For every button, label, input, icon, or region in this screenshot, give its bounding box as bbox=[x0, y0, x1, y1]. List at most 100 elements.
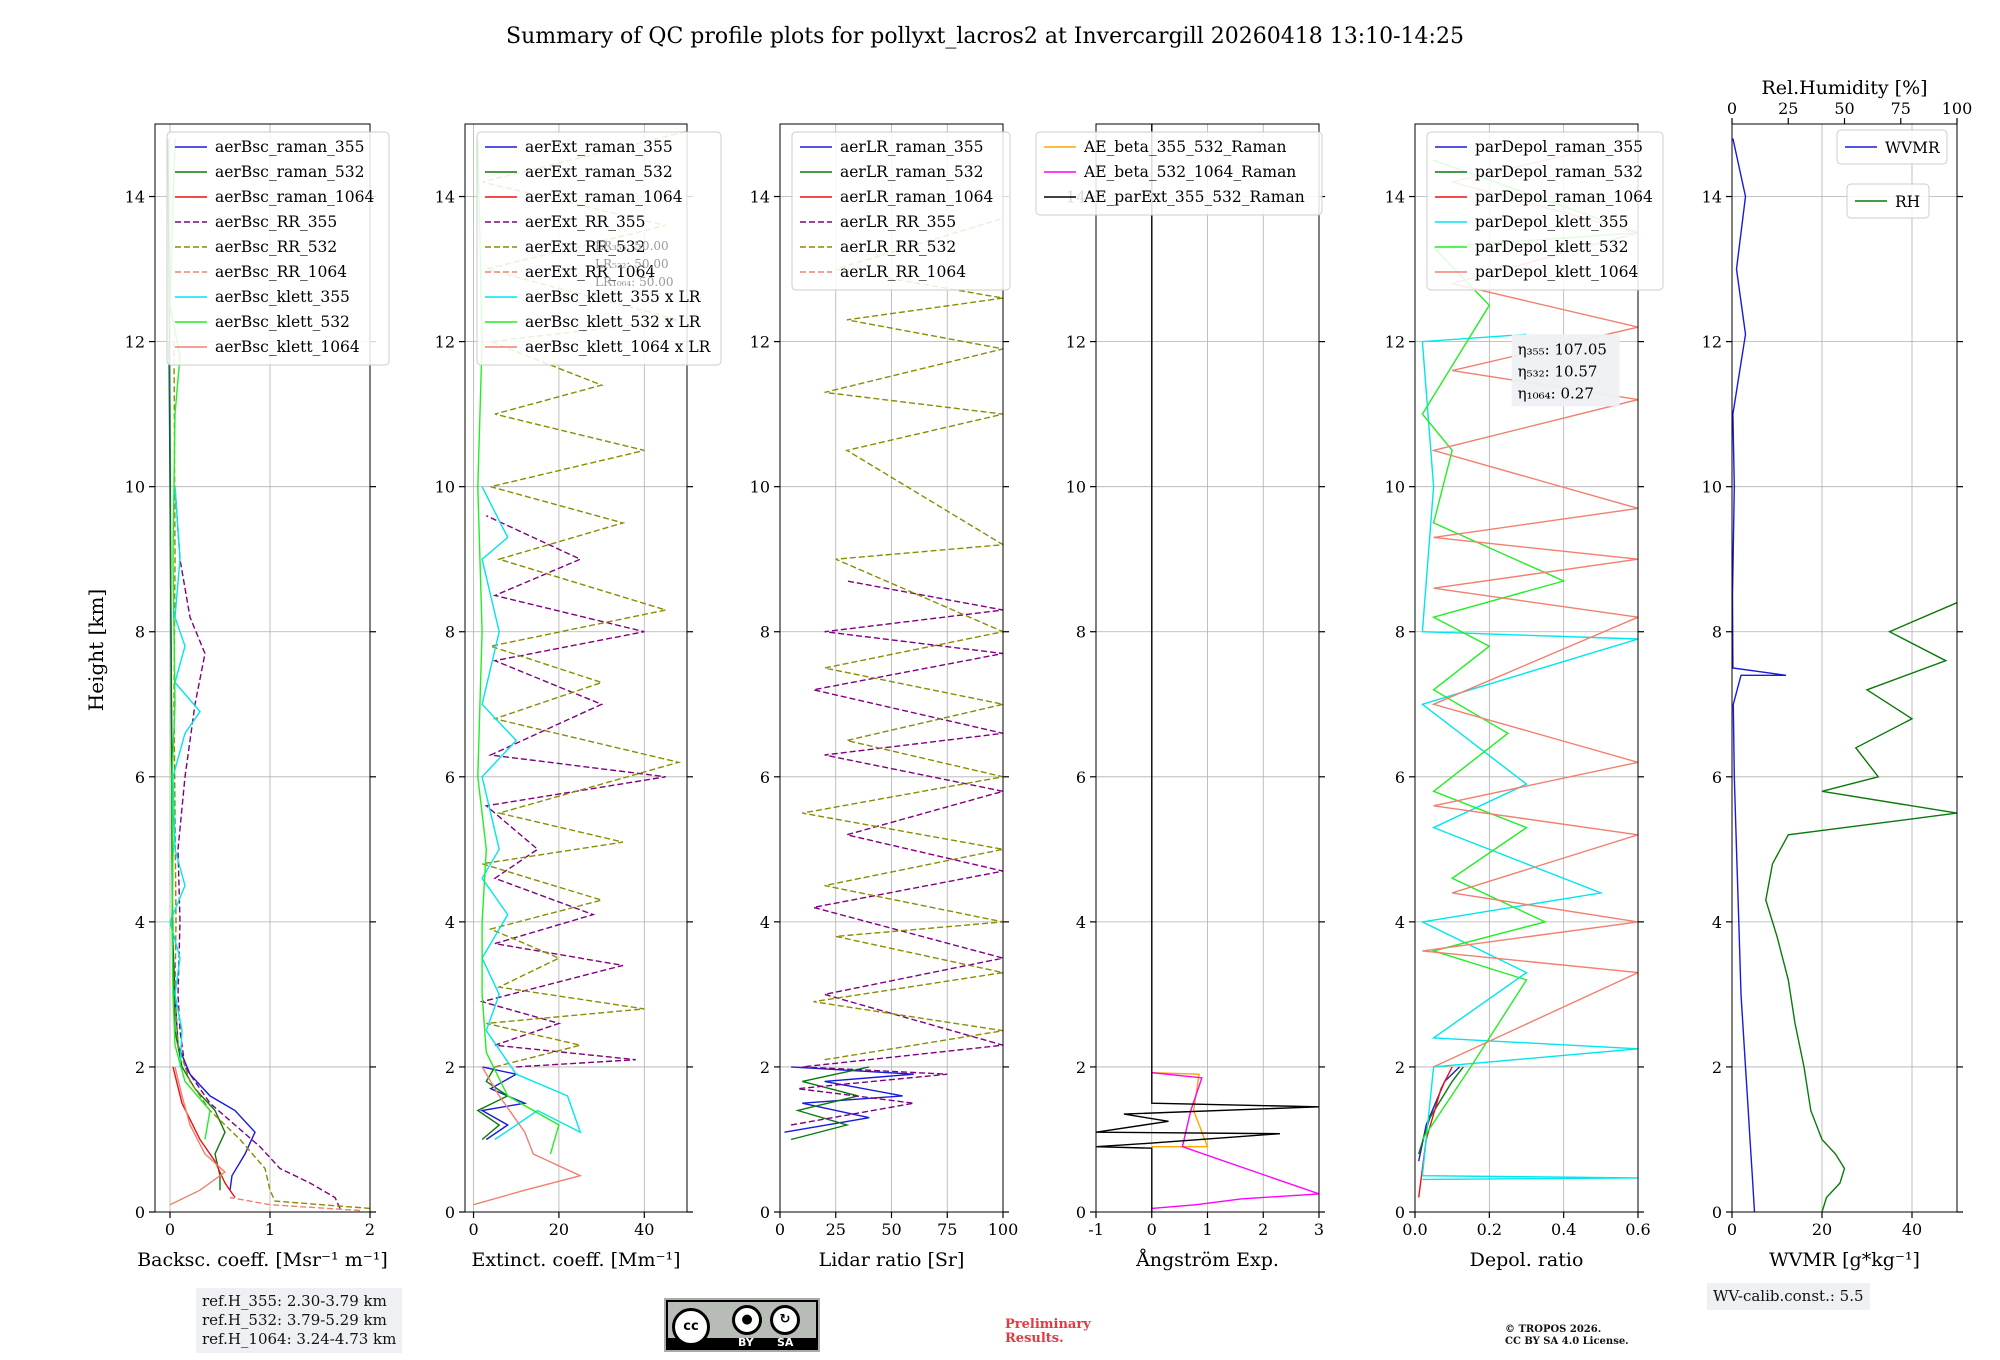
y-tick-label: 2 bbox=[1076, 1058, 1086, 1077]
legend-entry: aerLR_raman_355 bbox=[840, 138, 983, 156]
lidar-ratio-note: LR₅₃₂: 50.00 bbox=[595, 257, 669, 271]
y-tick-label: 6 bbox=[445, 768, 455, 787]
x-tick-label: -1 bbox=[1088, 1220, 1104, 1239]
series-group bbox=[784, 217, 1003, 1141]
series-line-rh bbox=[1765, 602, 1957, 1212]
series-group bbox=[167, 138, 370, 1212]
y-tick-label: 6 bbox=[1395, 768, 1405, 787]
legend-entry: parDepol_raman_1064 bbox=[1475, 188, 1653, 206]
legend-entry: aerExt_raman_1064 bbox=[525, 188, 683, 206]
x-tick-label: 50 bbox=[881, 1220, 901, 1239]
y-tick-label: 2 bbox=[1395, 1058, 1405, 1077]
y-tick-label: 8 bbox=[1076, 623, 1086, 642]
series-line-aerbsc-rr-1064 bbox=[229, 1196, 361, 1212]
y-tick-label: 6 bbox=[760, 768, 770, 787]
y-tick-label: 0 bbox=[445, 1203, 455, 1222]
legend-entry: aerBsc_klett_532 bbox=[215, 313, 350, 331]
wv-calibration-constant: WV-calib.const.: 5.5 bbox=[1713, 1287, 1864, 1305]
copyright-note: © TROPOS 2026. CC BY SA 4.0 License. bbox=[1505, 1324, 1629, 1348]
series-line-pardepol-klett-532 bbox=[1421, 159, 1638, 1140]
y-tick-label: 0 bbox=[760, 1203, 770, 1222]
y-tick-label: 4 bbox=[445, 913, 455, 932]
y-tick-label: 10 bbox=[750, 478, 770, 497]
legend-entry: parDepol_raman_532 bbox=[1475, 163, 1643, 181]
axes-frame bbox=[154, 123, 371, 1213]
y-tick-label: 8 bbox=[760, 623, 770, 642]
legend-entry: parDepol_klett_355 bbox=[1475, 213, 1628, 231]
x2-axis-label: Rel.Humidity [%] bbox=[1761, 77, 1927, 99]
x-tick-label: 1 bbox=[1202, 1220, 1212, 1239]
axes-frame bbox=[1731, 123, 1958, 1213]
wv-calibration-box: WV-calib.const.: 5.5 bbox=[1707, 1283, 1870, 1310]
y-tick-label: 2 bbox=[1712, 1058, 1722, 1077]
legend-entry: parDepol_klett_532 bbox=[1475, 238, 1628, 256]
x2-tick-label: 50 bbox=[1834, 99, 1854, 118]
legend-entry: aerLR_RR_532 bbox=[840, 238, 956, 256]
y-tick-label: 6 bbox=[1076, 768, 1086, 787]
x-tick-label: 100 bbox=[988, 1220, 1019, 1239]
eta-calibration-value: η₃₅₅: 107.05 bbox=[1518, 340, 1607, 358]
lidar-ratio-note: LR₁₀₆₄: 50.00 bbox=[595, 275, 673, 289]
reference-height-box: ref.H_355: 2.30-3.79 km ref.H_532: 3.79-… bbox=[196, 1288, 403, 1353]
x-axis-label: Backsc. coeff. [Msr⁻¹ m⁻¹] bbox=[137, 1249, 388, 1271]
legend-entry: RH bbox=[1895, 193, 1920, 211]
preliminary-line-2: Results. bbox=[1005, 1331, 1064, 1346]
copyright-line-2: CC BY SA 4.0 License. bbox=[1505, 1336, 1629, 1347]
y-tick-label: 4 bbox=[1712, 913, 1722, 932]
series-line-pardepol-klett-355 bbox=[1420, 333, 1638, 1181]
series-line-aerext-rr-355 bbox=[479, 515, 666, 1068]
legend-box bbox=[1836, 129, 1948, 165]
x-axis-label: Lidar ratio [Sr] bbox=[819, 1249, 965, 1271]
x-axis-label: Extinct. coeff. [Mm⁻¹] bbox=[471, 1249, 680, 1271]
y-tick-label: 14 bbox=[1385, 188, 1405, 207]
lidar-ratio-note: LR₃₅₅: 50.00 bbox=[595, 239, 669, 253]
y-tick-label: 10 bbox=[435, 478, 455, 497]
series-line-aerbsc-klett-355-x-lr bbox=[481, 486, 582, 1141]
legend-box bbox=[1846, 183, 1930, 219]
y-tick-label: 14 bbox=[750, 188, 770, 207]
legend-entry: aerBsc_RR_532 bbox=[215, 238, 337, 256]
x-tick-label: 0 bbox=[165, 1220, 175, 1239]
ref-height-1064: ref.H_1064: 3.24-4.73 km bbox=[202, 1330, 397, 1348]
y-tick-label: 4 bbox=[760, 913, 770, 932]
preliminary-results-note: Preliminary Results. bbox=[1005, 1318, 1091, 1346]
series-line-aerbsc-klett-1064-x-lr bbox=[473, 1066, 583, 1206]
series-line-aerbsc-rr-532 bbox=[173, 341, 370, 1210]
x-axis-label: Ångström Exp. bbox=[1135, 1249, 1279, 1271]
series-group bbox=[1096, 124, 1319, 1212]
series-line-pardepol-klett-1064 bbox=[1422, 137, 1638, 1068]
legend-entry: aerBsc_RR_1064 bbox=[215, 263, 347, 281]
series-line-aerlr-raman-355 bbox=[784, 1066, 914, 1133]
series-group bbox=[1418, 137, 1638, 1198]
series-line-wvmr bbox=[1732, 138, 1787, 1212]
legend-box bbox=[1426, 131, 1664, 291]
cc-sa-label: SA bbox=[777, 1336, 794, 1349]
legend-entry: aerBsc_RR_355 bbox=[215, 213, 337, 231]
x-tick-label: 0 bbox=[775, 1220, 785, 1239]
y-tick-label: 12 bbox=[125, 333, 145, 352]
series-line-ae-beta-532-1064-raman bbox=[1151, 1072, 1319, 1210]
figure-title: Summary of QC profile plots for pollyxt_… bbox=[506, 24, 1464, 49]
preliminary-line-1: Preliminary bbox=[1005, 1317, 1091, 1332]
sa-share-alike-icon: ↻ bbox=[770, 1305, 800, 1335]
legend-entry: aerExt_RR_355 bbox=[525, 213, 646, 231]
legend-entry: aerBsc_klett_355 x LR bbox=[525, 288, 702, 306]
y-tick-label: 4 bbox=[1076, 913, 1086, 932]
series-line-aerbsc-klett-532 bbox=[169, 138, 211, 1140]
subplot-depol: 0 2 4 6 8 10 12 14 0.0 0.2 0.4 0.6 Depol. ratio parDe… bbox=[1385, 123, 1664, 1271]
y-tick-label: 14 bbox=[1702, 188, 1722, 207]
y-tick-label: 2 bbox=[445, 1058, 455, 1077]
series-line-aerlr-rr-532 bbox=[802, 217, 1003, 1061]
x-tick-label: 0.0 bbox=[1402, 1220, 1427, 1239]
x-tick-label: 0 bbox=[1147, 1220, 1157, 1239]
y-tick-label: 4 bbox=[135, 913, 145, 932]
eta-box bbox=[1511, 334, 1620, 407]
series-line-aerlr-raman-532 bbox=[790, 1066, 870, 1141]
axes-frame bbox=[464, 123, 688, 1213]
legend-box bbox=[791, 131, 1011, 291]
y-tick-label: 12 bbox=[750, 333, 770, 352]
series-line-aerlr-rr-355 bbox=[790, 580, 1003, 1126]
cc-logo-icon: cc bbox=[672, 1308, 710, 1346]
legend-entry: aerLR_raman_1064 bbox=[840, 188, 993, 206]
